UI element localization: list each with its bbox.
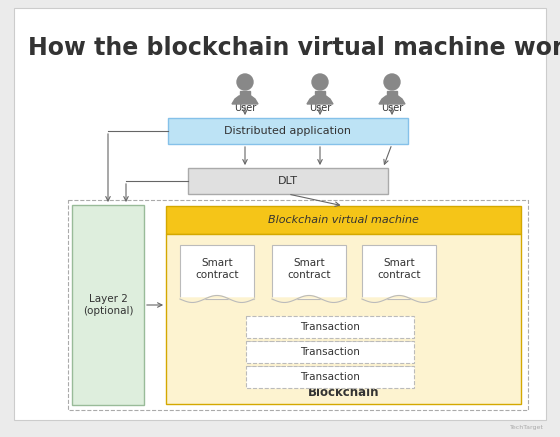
- Circle shape: [384, 74, 400, 90]
- Text: DLT: DLT: [278, 176, 298, 186]
- Bar: [246, 341, 414, 363]
- Text: Blockchain: Blockchain: [308, 385, 379, 399]
- Polygon shape: [240, 91, 250, 95]
- Text: TechTarget: TechTarget: [510, 425, 544, 430]
- Text: Transaction: Transaction: [300, 372, 360, 382]
- Polygon shape: [387, 91, 397, 95]
- Text: User: User: [309, 103, 331, 113]
- Bar: [362, 245, 436, 299]
- Bar: [72, 205, 144, 405]
- Text: User: User: [381, 103, 403, 113]
- Polygon shape: [362, 295, 436, 302]
- Polygon shape: [307, 95, 333, 104]
- Circle shape: [312, 74, 328, 90]
- Text: Transaction: Transaction: [300, 347, 360, 357]
- Text: User: User: [234, 103, 256, 113]
- Text: Transaction: Transaction: [300, 322, 360, 332]
- Text: Smart
contract: Smart contract: [195, 258, 239, 280]
- Bar: [188, 168, 388, 194]
- Text: How the blockchain virtual machine works: How the blockchain virtual machine works: [28, 36, 560, 60]
- Bar: [272, 245, 346, 299]
- Text: Layer 2
(optional): Layer 2 (optional): [83, 294, 133, 316]
- Text: Smart
contract: Smart contract: [377, 258, 421, 280]
- Text: Smart
contract: Smart contract: [287, 258, 331, 280]
- Bar: [246, 366, 414, 388]
- Bar: [166, 234, 521, 404]
- Bar: [180, 245, 254, 299]
- Bar: [68, 200, 528, 410]
- Polygon shape: [379, 95, 405, 104]
- Polygon shape: [180, 295, 254, 302]
- Polygon shape: [272, 295, 346, 302]
- Bar: [168, 118, 408, 144]
- Polygon shape: [232, 95, 258, 104]
- FancyBboxPatch shape: [14, 8, 546, 420]
- Bar: [166, 206, 521, 234]
- Text: Distributed application: Distributed application: [225, 126, 352, 136]
- Bar: [246, 316, 414, 338]
- Polygon shape: [315, 91, 325, 95]
- Circle shape: [237, 74, 253, 90]
- Text: Blockchain virtual machine: Blockchain virtual machine: [268, 215, 419, 225]
